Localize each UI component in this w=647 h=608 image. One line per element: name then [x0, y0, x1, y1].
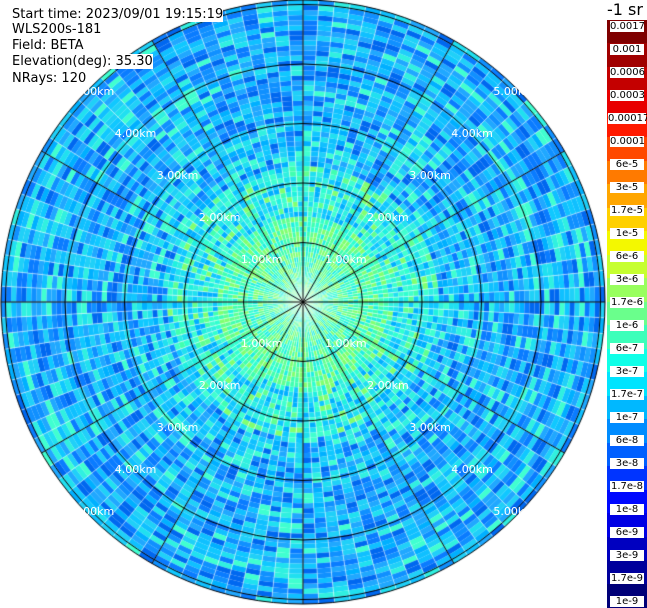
colorbar-tick-label: 6e-7: [610, 343, 644, 354]
colorbar-tick-label: 0.0003: [610, 90, 645, 101]
range-ring-label: 4.00km: [114, 463, 157, 477]
device-label: WLS200s-181: [12, 22, 102, 37]
range-ring-label: 1.00km: [240, 252, 283, 266]
colorbar-tick-label: 6e-9: [610, 527, 644, 538]
range-ring-label: 3.00km: [409, 168, 451, 182]
colorbar-tick-label: 1e-8: [610, 504, 644, 515]
colorbar-tick-label: 1.7e-9: [610, 573, 644, 584]
range-ring-label: 5.00km: [72, 84, 115, 98]
nrays-label: NRays: 120: [12, 71, 87, 86]
colorbar-tick-label: 1e-6: [610, 320, 644, 331]
range-ring-label: 5.00km: [72, 505, 115, 519]
colorbar-tick-label: 1e-9: [610, 596, 644, 607]
colorbar-tick-label: 0.0017: [610, 21, 645, 32]
range-ring-label: 3.00km: [409, 421, 451, 435]
colorbar: 0.0017 0.001 0.0006 0.0003 0.00017 0.0001 6e-5…: [607, 20, 647, 608]
colorbar-tick-label: 3e-8: [610, 458, 644, 469]
colorbar-tick-label: 1.7e-6: [610, 297, 644, 308]
range-ring-label: 1.00km: [240, 337, 283, 351]
field-label: Field: BETA: [12, 38, 84, 53]
colorbar-tick-label: 6e-8: [610, 435, 644, 446]
range-ring-label: 2.00km: [367, 379, 409, 393]
range-ring-label: 1.00km: [325, 252, 367, 266]
colorbar-tick-label: 3e-9: [610, 550, 644, 561]
colorbar-tick-label: 0.001: [610, 44, 644, 55]
range-ring-label: 2.00km: [367, 210, 409, 224]
colorbar-tick-label: 3e-7: [610, 366, 644, 377]
range-ring-label: 3.00km: [156, 168, 199, 182]
range-ring-label: 1.00km: [325, 337, 367, 351]
colorbar-tick-label: 3e-6: [610, 274, 644, 285]
range-ring-label: 2.00km: [198, 379, 241, 393]
colorbar-tick-label: 6e-6: [610, 251, 644, 262]
colorbar-tick-label: 3e-5: [610, 182, 644, 193]
colorbar-tick-label: 1e-7: [610, 412, 644, 423]
colorbar-tick-label: 0.0001: [610, 136, 645, 147]
colorbar-tick-label: 0.00017: [608, 113, 647, 124]
colorbar-tick-label: 6e-5: [610, 159, 644, 170]
range-ring-label: 2.00km: [198, 210, 241, 224]
colorbar-tick-label: 1.7e-7: [610, 389, 644, 400]
colorbar-tick-label: 0.0006: [610, 67, 645, 78]
colorbar-unit-title: -1 sr: [607, 0, 643, 19]
range-ring-label: 5.00km: [493, 505, 535, 519]
range-ring-label: 4.00km: [451, 126, 493, 140]
colorbar-tick-label: 1.7e-8: [610, 481, 644, 492]
colorbar-tick-label: 1.7e-5: [610, 205, 644, 216]
start-time-label: Start time: 2023/09/01 19:15:19: [12, 7, 224, 22]
range-ring-label: 5.00km: [493, 84, 535, 98]
range-ring-label: 4.00km: [114, 126, 157, 140]
elevation-label: Elevation(deg): 35.30: [12, 54, 153, 69]
range-ring-label: 4.00km: [451, 463, 493, 477]
colorbar-tick-label: 1e-5: [610, 228, 644, 239]
range-ring-label: 3.00km: [156, 421, 199, 435]
